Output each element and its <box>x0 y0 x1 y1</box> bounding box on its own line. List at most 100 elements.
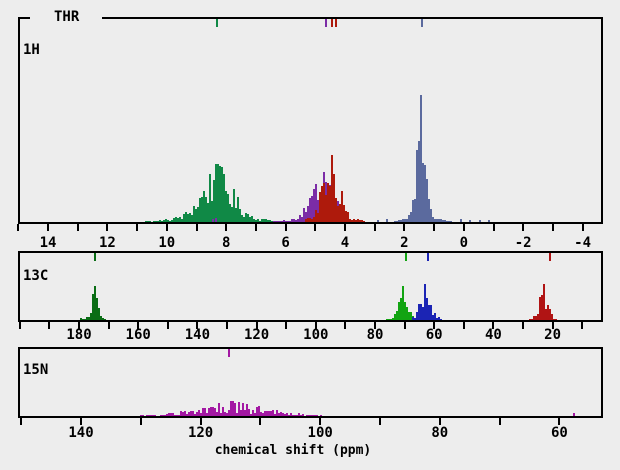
histogram-bar <box>100 316 103 320</box>
histogram-bar <box>314 184 317 222</box>
histogram-bar <box>299 415 302 416</box>
histogram-bar <box>293 415 296 416</box>
histogram-bar <box>203 191 206 222</box>
histogram-bar <box>412 200 415 222</box>
histogram-bar <box>197 410 200 416</box>
histogram-bar <box>195 209 198 222</box>
histogram-bar <box>213 408 216 416</box>
histogram-bar <box>247 409 250 416</box>
histogram-bar <box>96 298 99 320</box>
histogram-bar <box>315 210 318 222</box>
histogram-bar <box>289 413 292 416</box>
histogram-bar <box>147 415 150 416</box>
histogram-bar <box>225 191 228 222</box>
reference-mean-tick <box>421 19 424 27</box>
histogram-bar <box>175 415 178 416</box>
histogram-bar <box>468 220 471 222</box>
histogram-bar <box>225 413 228 416</box>
histogram-bar <box>459 219 462 222</box>
histogram-bar <box>305 415 308 416</box>
histogram-bar <box>436 219 439 222</box>
axis-tick <box>199 418 202 425</box>
histogram-bar <box>199 413 202 416</box>
panel-15n <box>18 347 603 418</box>
histogram-bar <box>306 206 309 222</box>
axis-tick-label: 6 <box>281 235 290 251</box>
histogram-bar <box>446 221 449 222</box>
histogram-bar <box>90 313 93 320</box>
histogram-bar <box>169 413 172 416</box>
histogram-bar <box>227 194 230 222</box>
reference-mean-tick <box>93 253 96 261</box>
histogram-bar <box>171 220 174 222</box>
histogram-bar <box>223 174 226 222</box>
histogram-bar <box>277 413 280 416</box>
histogram-bar <box>233 189 236 222</box>
histogram-bar <box>302 208 305 222</box>
histogram-bar <box>267 411 270 416</box>
histogram-bar <box>269 220 272 222</box>
reference-mean-tick <box>405 253 408 261</box>
histogram-bar <box>329 186 332 222</box>
histogram-bar <box>259 221 262 222</box>
axis-tick <box>76 224 79 231</box>
histogram-bar <box>215 164 218 222</box>
histogram-bar <box>189 411 192 416</box>
histogram-bar <box>405 307 408 320</box>
axis-tick-label: 2 <box>400 235 409 251</box>
histogram-bar <box>189 213 192 222</box>
histogram-bar <box>271 221 274 222</box>
histogram-bar <box>301 414 304 416</box>
histogram-bar <box>308 198 311 222</box>
reference-mean-tick <box>324 19 327 27</box>
panel-1h <box>18 17 603 224</box>
histogram-bar <box>331 155 334 222</box>
histogram-bar <box>217 164 220 222</box>
axis-tick <box>254 224 257 231</box>
histogram-bar <box>80 318 83 320</box>
axis-tick-label: 120 <box>187 425 214 441</box>
axis-tick <box>344 224 346 231</box>
histogram-bar <box>287 415 290 416</box>
histogram-bar <box>278 221 281 222</box>
histogram-bar <box>436 318 439 320</box>
histogram-bar <box>363 221 366 222</box>
histogram-bar <box>185 212 188 222</box>
axis-tick <box>379 418 381 425</box>
reference-mean-tick <box>330 19 333 27</box>
histogram-bar <box>201 408 204 416</box>
axis-tick-label: 12 <box>98 235 116 251</box>
histogram-bar <box>555 319 558 320</box>
histogram-bar <box>229 401 232 416</box>
histogram-bar <box>205 197 208 222</box>
histogram-bar <box>231 401 234 416</box>
histogram-bar <box>199 198 202 222</box>
histogram-bar <box>385 219 388 222</box>
histogram-bar <box>263 411 266 416</box>
axis-tick <box>18 322 21 329</box>
histogram-bar <box>279 412 282 416</box>
histogram-bar <box>276 221 279 222</box>
histogram-bar <box>153 221 156 222</box>
histogram-bar <box>203 408 206 416</box>
histogram-bar <box>393 314 396 320</box>
histogram-bar <box>295 415 298 416</box>
histogram-bar <box>304 212 307 222</box>
histogram-bar <box>286 221 289 222</box>
axis-tick <box>492 322 495 329</box>
histogram-bar <box>245 213 248 222</box>
histogram-bar <box>432 315 435 320</box>
histogram-bar <box>541 295 544 320</box>
axis-tick <box>107 322 110 329</box>
histogram-bar <box>193 414 196 416</box>
histogram-bar <box>547 305 550 320</box>
histogram-bar <box>376 220 379 222</box>
panel-1h-label: 1H <box>23 42 40 58</box>
histogram-bar <box>155 221 158 222</box>
histogram-bar <box>173 415 176 416</box>
histogram-bar <box>357 219 360 222</box>
histogram-bar <box>432 217 435 222</box>
histogram-bar <box>296 219 299 222</box>
histogram-bar <box>539 297 542 320</box>
histogram-bar <box>157 221 160 222</box>
